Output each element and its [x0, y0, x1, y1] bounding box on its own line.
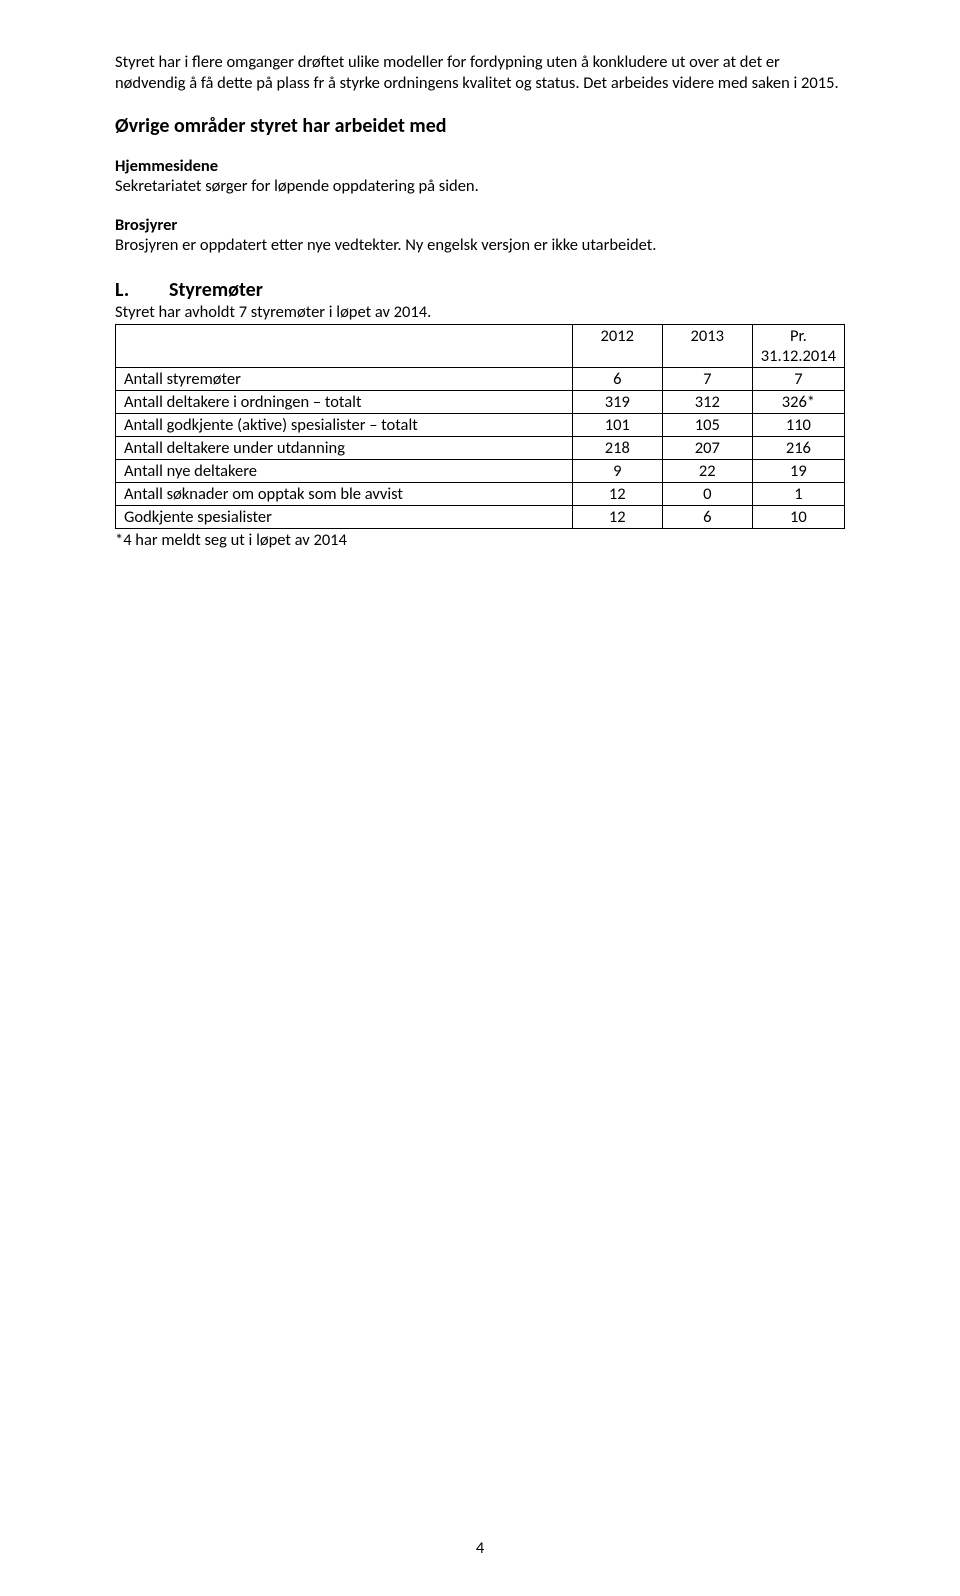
table-cell: 216: [752, 437, 844, 460]
table-header-cell: 2012: [572, 325, 662, 368]
table-cell: Antall godkjente (aktive) spesialister –…: [116, 414, 573, 437]
table-cell: Antall nye deltakere: [116, 460, 573, 483]
table-cell: 12: [572, 506, 662, 529]
stats-table: 2012 2013 Pr. 31.12.2014 Antall styremøt…: [115, 324, 845, 529]
table-cell: 7: [752, 368, 844, 391]
paragraph-1: Styret har i flere omganger drøftet ulik…: [115, 52, 845, 94]
table-cell: 110: [752, 414, 844, 437]
table-cell: 22: [662, 460, 752, 483]
table-cell: 326*: [752, 391, 844, 414]
table-cell: 9: [572, 460, 662, 483]
section-l-intro: Styret har avholdt 7 styremøter i løpet …: [115, 302, 845, 322]
table-header-cell: 2013: [662, 325, 752, 368]
subheading-brosjyrer: Brosjyrer: [115, 215, 845, 235]
table-row: Antall deltakere i ordningen – totalt 31…: [116, 391, 845, 414]
table-row: Antall godkjente (aktive) spesialister –…: [116, 414, 845, 437]
table-cell: Antall søknader om opptak som ble avvist: [116, 483, 573, 506]
table-cell: Godkjente spesialister: [116, 506, 573, 529]
table-footnote: *4 har meldt seg ut i løpet av 2014: [115, 530, 845, 550]
table-row: Antall deltakere under utdanning 218 207…: [116, 437, 845, 460]
table-cell: 207: [662, 437, 752, 460]
section-title: Styremøter: [169, 278, 263, 302]
table-header-cell: [116, 325, 573, 368]
table-cell: 105: [662, 414, 752, 437]
page-number: 4: [0, 1538, 960, 1558]
table-cell: Antall deltakere i ordningen – totalt: [116, 391, 573, 414]
table-cell: 0: [662, 483, 752, 506]
table-row: Antall styremøter 6 7 7: [116, 368, 845, 391]
table-row: Antall nye deltakere 9 22 19: [116, 460, 845, 483]
table-cell: 19: [752, 460, 844, 483]
table-cell: 6: [572, 368, 662, 391]
table-cell: 218: [572, 437, 662, 460]
subheading-hjemmesidene: Hjemmesidene: [115, 156, 845, 176]
table-cell: 7: [662, 368, 752, 391]
page-container: Styret har i flere omganger drøftet ulik…: [0, 0, 960, 1596]
table-cell: Antall styremøter: [116, 368, 573, 391]
table-row: Godkjente spesialister 12 6 10: [116, 506, 845, 529]
table-cell: 10: [752, 506, 844, 529]
table-cell: 6: [662, 506, 752, 529]
text-hjemmesidene: Sekretariatet sørger for løpende oppdate…: [115, 176, 845, 197]
table-header-row: 2012 2013 Pr. 31.12.2014: [116, 325, 845, 368]
section-l-heading: L. Styremøter: [115, 278, 845, 302]
table-cell: 1: [752, 483, 844, 506]
table-cell: Antall deltakere under utdanning: [116, 437, 573, 460]
table-cell: 319: [572, 391, 662, 414]
table-cell: 12: [572, 483, 662, 506]
table-cell: 101: [572, 414, 662, 437]
table-cell: 312: [662, 391, 752, 414]
table-row: Antall søknader om opptak som ble avvist…: [116, 483, 845, 506]
section-heading-ovrige: Øvrige områder styret har arbeidet med: [115, 114, 845, 138]
text-brosjyrer: Brosjyren er oppdatert etter nye vedtekt…: [115, 235, 845, 256]
table-header-cell: Pr. 31.12.2014: [752, 325, 844, 368]
section-letter: L.: [115, 278, 169, 302]
